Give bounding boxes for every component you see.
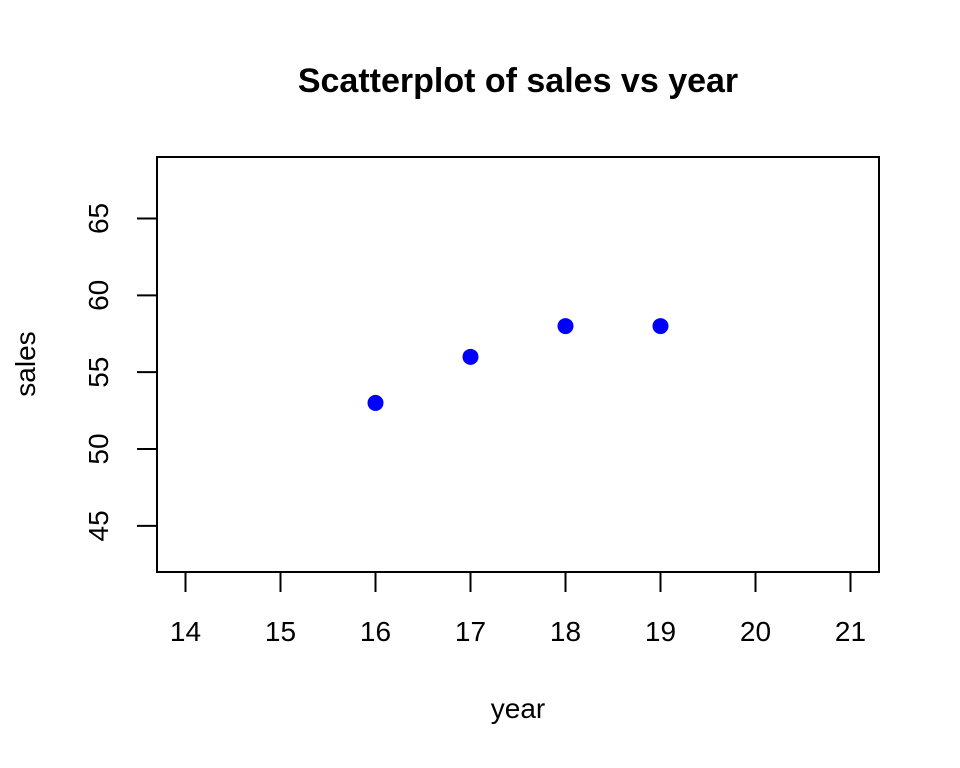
x-tick-label: 16	[360, 616, 391, 647]
x-tick-label: 19	[645, 616, 676, 647]
x-tick-label: 20	[740, 616, 771, 647]
data-point	[652, 318, 669, 335]
x-tick-label: 21	[835, 616, 866, 647]
data-point	[367, 394, 384, 411]
y-tick-label: 55	[83, 357, 114, 388]
y-tick-label: 50	[83, 433, 114, 464]
data-point	[557, 318, 574, 335]
data-points	[367, 318, 669, 411]
data-point	[462, 348, 479, 365]
x-axis-label: year	[491, 693, 545, 724]
x-tick-label: 18	[550, 616, 581, 647]
x-tick-label: 15	[265, 616, 296, 647]
y-axis: 45 50 55 60 65	[83, 203, 158, 541]
y-tick-label: 60	[83, 280, 114, 311]
y-tick-label: 65	[83, 203, 114, 234]
y-axis-label: sales	[10, 331, 41, 396]
x-tick-label: 14	[170, 616, 201, 647]
x-tick-label: 17	[455, 616, 486, 647]
x-axis: 14 15 16 17 18 19 20 21	[170, 571, 866, 647]
chart-title: Scatterplot of sales vs year	[298, 62, 738, 100]
plot-frame	[156, 156, 880, 573]
y-tick-label: 45	[83, 510, 114, 541]
